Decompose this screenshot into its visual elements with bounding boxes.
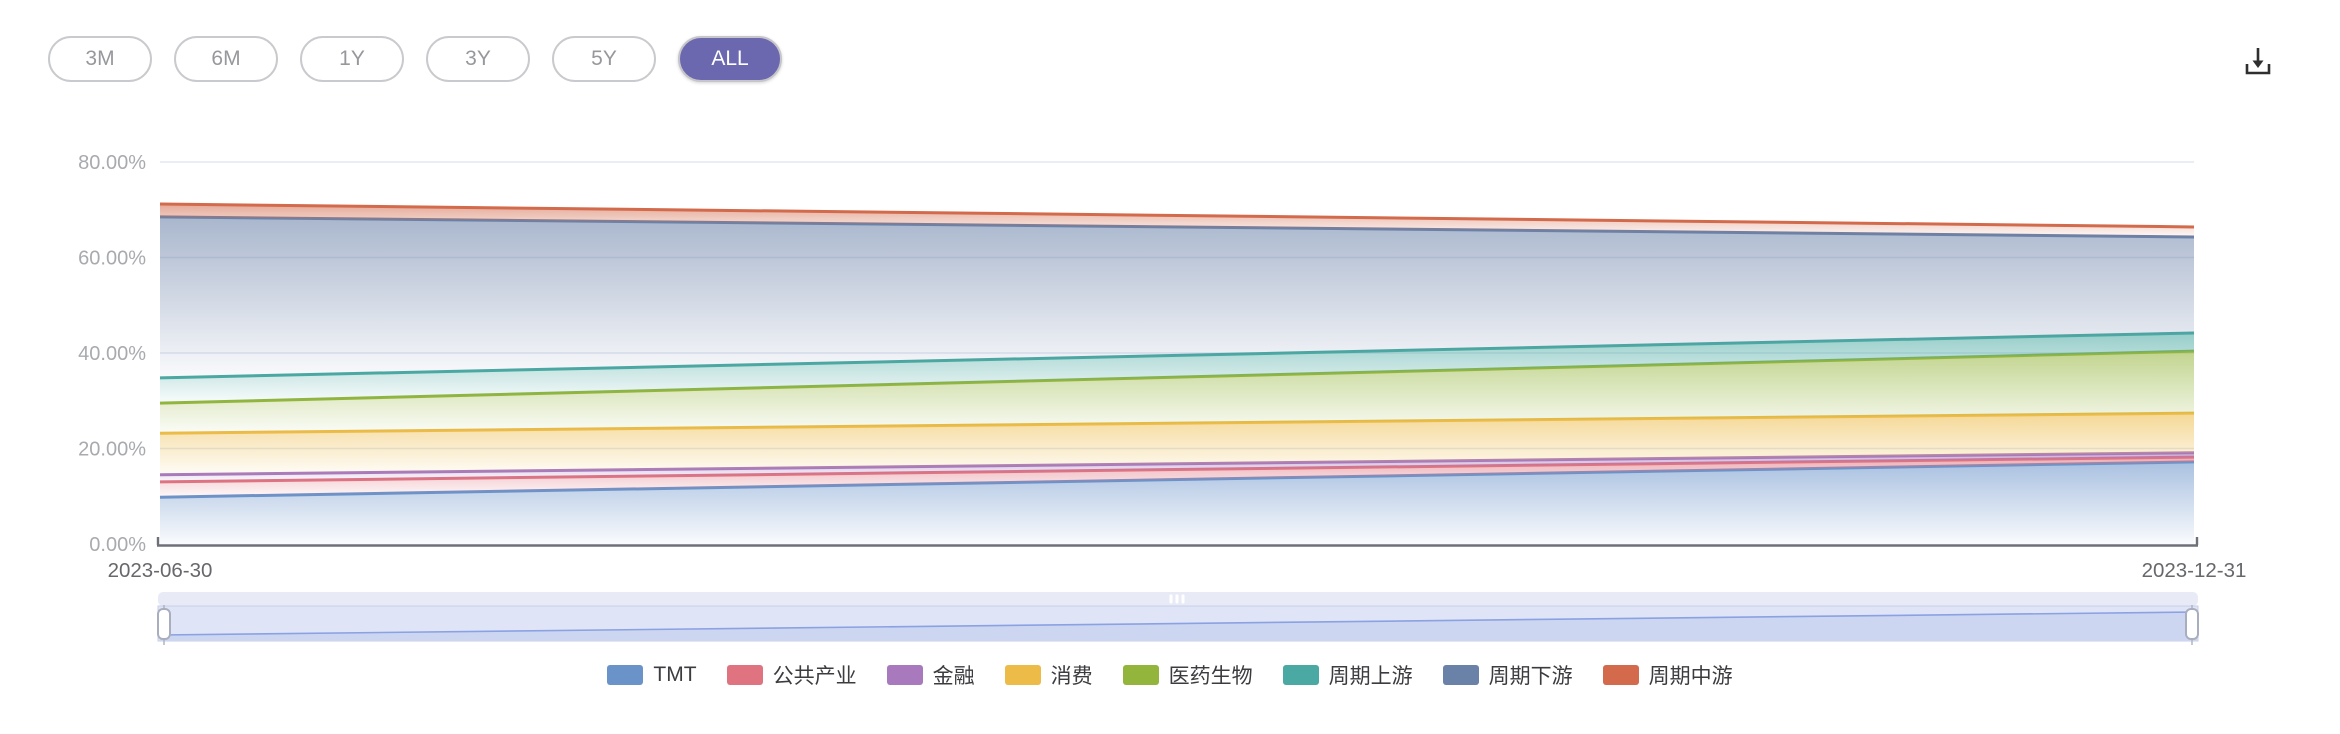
legend-swatch [1004, 665, 1041, 685]
time-range-toolbar: 3M 6M 1Y 3Y 5Y ALL [48, 36, 782, 82]
legend-label: 消费 [1050, 665, 1093, 688]
range-button-6m[interactable]: 6M [174, 36, 278, 82]
legend-item-公共产业[interactable]: 公共产业 [726, 660, 857, 690]
legend-label: 金融 [932, 665, 975, 688]
legend-item-周期中游[interactable]: 周期中游 [1602, 660, 1733, 690]
y-axis-tick-label: 60.00% [78, 248, 146, 270]
drag-handle-icon [1169, 594, 1173, 604]
area-edge-周期中游 [159, 202, 2195, 229]
download-button[interactable] [2238, 42, 2278, 82]
legend-swatch [607, 665, 644, 685]
drag-handle-icon [1181, 594, 1185, 604]
legend-swatch [1122, 665, 1159, 685]
legend-item-TMT[interactable]: TMT [607, 663, 697, 687]
area-周期中游 [160, 204, 2194, 237]
y-axis-tick-label: 20.00% [78, 439, 146, 461]
range-button-all[interactable]: ALL [678, 36, 782, 82]
area-TMT [160, 461, 2194, 544]
area-周期下游 [160, 216, 2194, 378]
legend-swatch [1442, 665, 1479, 685]
area-公共产业 [160, 457, 2194, 498]
legend-label: 周期上游 [1328, 665, 1413, 688]
area-金融 [160, 452, 2194, 482]
slider-data-shadow-line [159, 611, 2198, 636]
y-axis-tick-label: 80.00% [78, 152, 146, 174]
drag-handle-icon [1175, 594, 1179, 604]
legend-label: 周期下游 [1488, 665, 1573, 688]
legend-swatch [1282, 665, 1319, 685]
chart-legend: TMT 公共产业 金融 消费 医药生物 周期上游 周期下游 周期中游 [0, 660, 2340, 690]
y-axis-tick-label: 40.00% [78, 343, 146, 365]
legend-label: 医药生物 [1168, 665, 1253, 688]
slider-handle-left[interactable] [157, 608, 171, 640]
slider-data-shadow [160, 612, 2197, 641]
legend-item-消费[interactable]: 消费 [1004, 660, 1093, 690]
range-button-1y[interactable]: 1Y [300, 36, 404, 82]
legend-item-金融[interactable]: 金融 [886, 660, 975, 690]
legend-swatch [1602, 665, 1639, 685]
download-icon [2245, 48, 2271, 75]
legend-swatch [726, 665, 763, 685]
range-button-5y[interactable]: 5Y [552, 36, 656, 82]
legend-item-医药生物[interactable]: 医药生物 [1122, 660, 1253, 690]
area-周期上游 [160, 332, 2194, 404]
slider-handle-right[interactable] [2185, 608, 2199, 640]
x-axis-date-label: 2023-06-30 [108, 559, 213, 582]
legend-label: TMT [653, 663, 697, 686]
legend-label: 周期中游 [1648, 665, 1733, 688]
area-医药生物 [160, 351, 2194, 434]
range-button-3m[interactable]: 3M [48, 36, 152, 82]
y-axis-tick-label: 0.00% [89, 534, 146, 556]
legend-item-周期上游[interactable]: 周期上游 [1282, 660, 1413, 690]
range-button-3y[interactable]: 3Y [426, 36, 530, 82]
legend-swatch [886, 665, 923, 685]
legend-item-周期下游[interactable]: 周期下游 [1442, 660, 1573, 690]
x-axis-date-label: 2023-12-31 [2142, 559, 2247, 582]
legend-label: 公共产业 [772, 665, 857, 688]
